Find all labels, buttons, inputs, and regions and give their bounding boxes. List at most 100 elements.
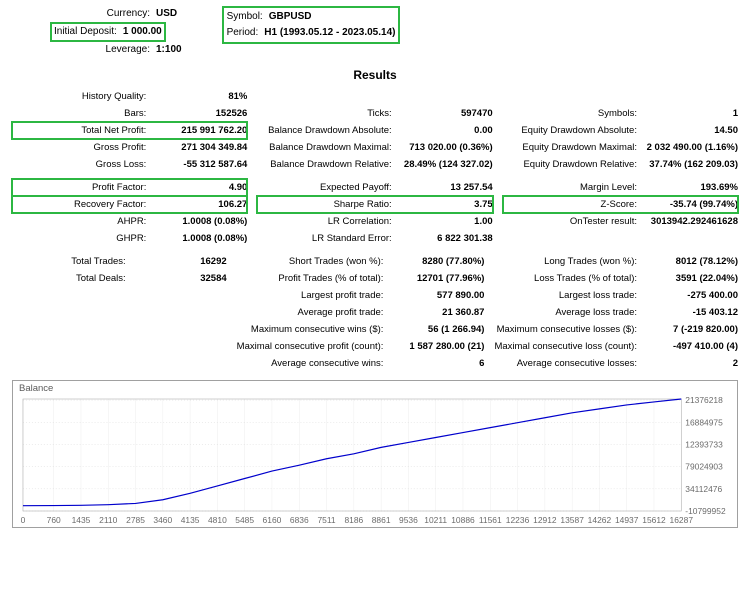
results-column: Total Trades:16292Total Deals:32584 [12, 253, 227, 372]
row-label: Maximal consecutive loss (count): [494, 338, 643, 355]
results-row: Average profit trade:21 360.87 [237, 304, 485, 321]
results-row: Equity Drawdown Maximal:2 032 490.00 (1.… [503, 139, 738, 156]
row-label: Largest profit trade: [237, 287, 390, 304]
svg-text:12393733: 12393733 [685, 439, 723, 449]
svg-text:8861: 8861 [372, 515, 391, 525]
row-label: Balance Drawdown Relative: [257, 156, 397, 173]
row-label: Bars: [12, 105, 152, 122]
row-label: Gross Profit: [12, 139, 152, 156]
row-value: -35.74 (99.74%) [643, 196, 738, 213]
row-value [132, 321, 227, 338]
results-column: Ticks:597470Balance Drawdown Absolute:0.… [257, 88, 492, 173]
results-row [503, 230, 738, 247]
svg-text:11561: 11561 [479, 515, 502, 525]
results-row [12, 338, 227, 355]
header-right: Symbol: GBPUSD Period: H1 (1993.05.12 - … [222, 6, 401, 58]
results-row: Largest loss trade:-275 400.00 [494, 287, 738, 304]
results-row [12, 304, 227, 321]
leverage-label: Leverage: [50, 42, 150, 58]
svg-text:4810: 4810 [208, 515, 227, 525]
symbol-period-box: Symbol: GBPUSD Period: H1 (1993.05.12 - … [222, 6, 401, 44]
chart-title: Balance [19, 383, 53, 394]
results-row: LR Correlation:1.00 [257, 213, 492, 230]
row-value: 3591 (22.04%) [643, 270, 738, 287]
row-value: 4.90 [152, 179, 247, 196]
row-value: 13 257.54 [398, 179, 493, 196]
leverage-value: 1:100 [156, 42, 182, 58]
row-value: 32584 [132, 270, 227, 287]
initial-deposit-value: 1 000.00 [123, 24, 162, 40]
results-column: History Quality:81%Bars:152526Total Net … [12, 88, 247, 173]
row-label: Average loss trade: [494, 304, 643, 321]
header-left: Currency: USD Initial Deposit: 1 000.00 … [50, 6, 182, 58]
svg-text:13587: 13587 [560, 515, 584, 525]
row-value [643, 88, 738, 105]
row-value: 1.00 [398, 213, 493, 230]
row-label: Gross Loss: [12, 156, 152, 173]
svg-text:16287: 16287 [670, 515, 694, 525]
svg-text:4135: 4135 [181, 515, 200, 525]
row-label: History Quality: [12, 88, 152, 105]
svg-text:12912: 12912 [533, 515, 557, 525]
row-label: Profit Factor: [12, 179, 152, 196]
results-row: LR Standard Error:6 822 301.38 [257, 230, 492, 247]
results-row: Margin Level:193.69% [503, 179, 738, 196]
row-label: AHPR: [12, 213, 152, 230]
results-column: Margin Level:193.69%Z-Score:-35.74 (99.7… [503, 179, 738, 247]
results-row: Maximal consecutive profit (count):1 587… [237, 338, 485, 355]
row-value: -55 312 587.64 [152, 156, 247, 173]
row-value [132, 355, 227, 372]
results-row: Ticks:597470 [257, 105, 492, 122]
results-row: Gross Profit:271 304 349.84 [12, 139, 247, 156]
results-row: Average loss trade:-15 403.12 [494, 304, 738, 321]
row-value: 271 304 349.84 [152, 139, 247, 156]
row-value: 1.0008 (0.08%) [152, 230, 247, 247]
row-value: 8012 (78.12%) [643, 253, 738, 270]
svg-text:9536: 9536 [399, 515, 418, 525]
row-value [643, 230, 738, 247]
currency-value: USD [156, 6, 177, 22]
row-value: 81% [152, 88, 247, 105]
currency-label: Currency: [50, 6, 150, 22]
row-label [257, 88, 397, 105]
row-value: 106.27 [152, 196, 247, 213]
row-value: 2 032 490.00 (1.16%) [643, 139, 738, 156]
results-row: Loss Trades (% of total):3591 (22.04%) [494, 270, 738, 287]
svg-text:79024903: 79024903 [685, 462, 723, 472]
symbol-value: GBPUSD [269, 9, 312, 25]
row-label [12, 321, 132, 338]
row-label [12, 355, 132, 372]
row-label: Average profit trade: [237, 304, 390, 321]
results-column: Long Trades (won %):8012 (78.12%)Loss Tr… [494, 253, 738, 372]
svg-text:10211: 10211 [424, 515, 447, 525]
row-label: Total Net Profit: [12, 122, 152, 139]
row-label [503, 230, 643, 247]
row-label: Balance Drawdown Absolute: [257, 122, 397, 139]
row-value: 14.50 [643, 122, 738, 139]
row-label: Loss Trades (% of total): [494, 270, 643, 287]
row-label: LR Correlation: [257, 213, 397, 230]
row-label [12, 304, 132, 321]
row-value: -497 410.00 (4) [643, 338, 738, 355]
results-row: Balance Drawdown Absolute:0.00 [257, 122, 492, 139]
svg-text:6160: 6160 [263, 515, 282, 525]
results-row: Largest profit trade:577 890.00 [237, 287, 485, 304]
chart-svg: -107999523411247679024903123937331688497… [17, 385, 733, 525]
row-value: 1 587 280.00 (21) [389, 338, 484, 355]
results-row: GHPR:1.0008 (0.08%) [12, 230, 247, 247]
results-row: Maximum consecutive wins ($):56 (1 266.9… [237, 321, 485, 338]
row-label: Ticks: [257, 105, 397, 122]
row-value [132, 304, 227, 321]
results-row: Total Trades:16292 [12, 253, 227, 270]
initial-deposit-box: Initial Deposit: 1 000.00 [50, 22, 166, 42]
row-value: -275 400.00 [643, 287, 738, 304]
row-label [503, 88, 643, 105]
row-label: Maximal consecutive profit (count): [237, 338, 390, 355]
svg-text:7511: 7511 [317, 515, 335, 525]
symbol-label: Symbol: [227, 9, 263, 25]
row-value [132, 287, 227, 304]
row-label: Equity Drawdown Absolute: [503, 122, 643, 139]
results-row: History Quality:81% [12, 88, 247, 105]
results-row: Bars:152526 [12, 105, 247, 122]
row-label: Long Trades (won %): [494, 253, 643, 270]
